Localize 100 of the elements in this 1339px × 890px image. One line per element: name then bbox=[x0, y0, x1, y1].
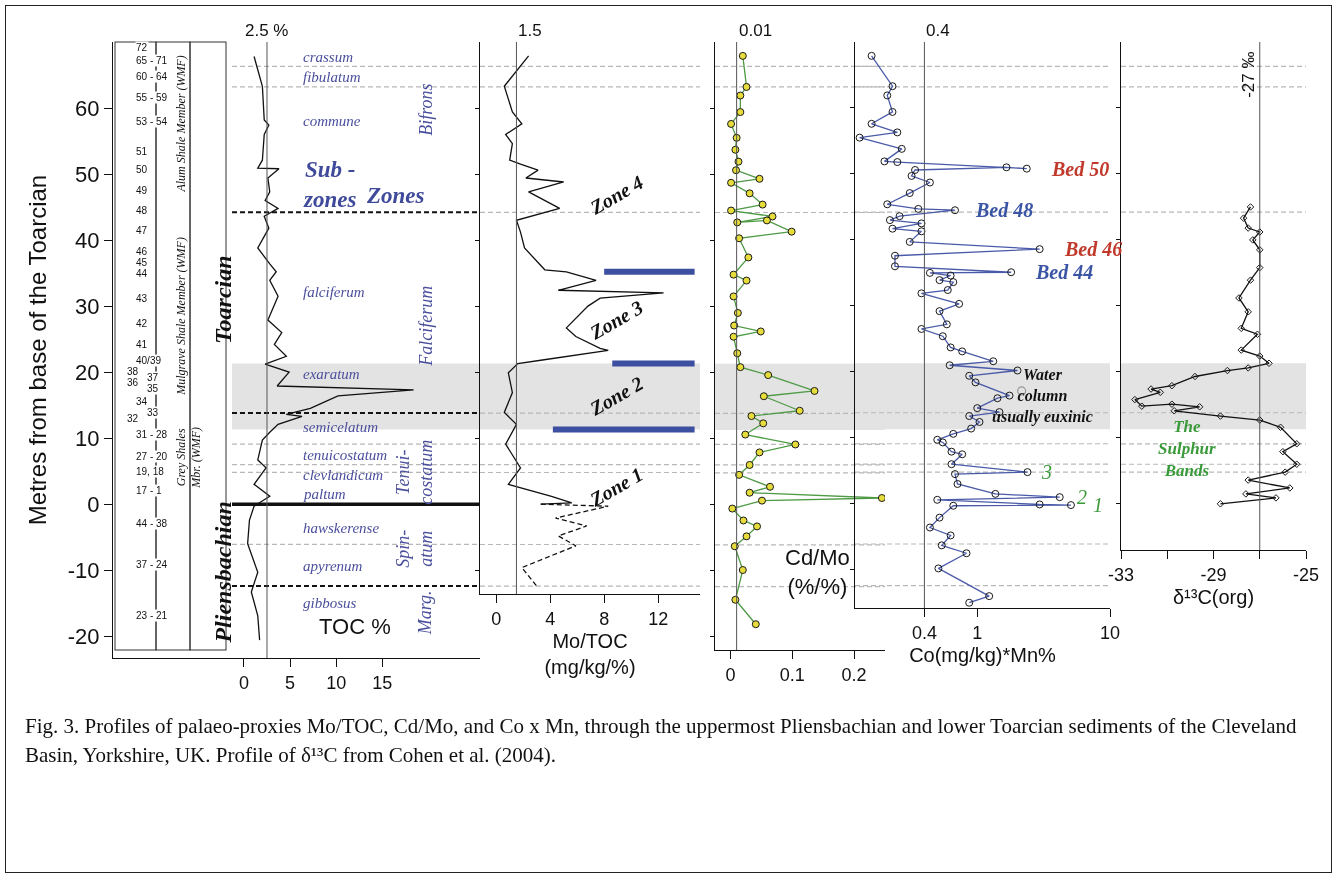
annotation: 37 bbox=[147, 372, 159, 383]
annotation: 47 bbox=[136, 225, 148, 236]
y-tick-label: 10 bbox=[75, 425, 100, 451]
annotation: Grey Shales Mbr. (WMF) bbox=[173, 427, 204, 489]
x-tick-label: -29 bbox=[1200, 564, 1227, 585]
annotation: 3 bbox=[1041, 461, 1052, 483]
x-tick-label: 0 bbox=[238, 672, 249, 693]
x-axis-title: Co(mg/kg)*Mn% bbox=[909, 644, 1057, 667]
x-tick-label: 0 bbox=[491, 608, 502, 629]
x-tick-label: 15 bbox=[372, 672, 393, 693]
y-axis-title: Metres from base of the Toarcian bbox=[23, 174, 51, 526]
y-tick-label: 30 bbox=[75, 293, 100, 319]
annotation: 33 bbox=[147, 407, 159, 418]
annotation: 17 - 1 bbox=[136, 485, 163, 496]
annotation: 60 - 64 bbox=[136, 71, 168, 82]
annotation: falciferum bbox=[303, 284, 365, 300]
annotation: 53 - 54 bbox=[136, 116, 168, 127]
annotation: Zones bbox=[366, 183, 425, 208]
annotation: Zone 1 bbox=[585, 462, 647, 512]
annotation: clevlandicum bbox=[303, 467, 384, 483]
annotation: Alum Shale Member (WMF) bbox=[173, 55, 188, 193]
annotation: Zone 3 bbox=[585, 295, 647, 345]
annotation: 49 bbox=[136, 185, 148, 196]
annotation: commune bbox=[303, 113, 361, 129]
y-tick-label: 50 bbox=[75, 161, 100, 187]
x-axis-title: Mo/TOC (mg/kg/%) bbox=[544, 630, 636, 679]
annotation: 34 bbox=[136, 396, 148, 407]
annotation: crassum bbox=[303, 49, 354, 65]
annotation: 44 - 38 bbox=[136, 518, 168, 529]
annotation: 23 - 21 bbox=[136, 610, 168, 621]
annotation: 72 bbox=[136, 42, 148, 53]
ref-line-label: 1.5 bbox=[518, 21, 542, 40]
annotation: 27 - 20 bbox=[136, 451, 168, 462]
annotation: tenuicostatum bbox=[303, 447, 388, 463]
annotation: 51 bbox=[136, 146, 148, 157]
annotation: 43 bbox=[136, 293, 148, 304]
annotation: 50 bbox=[136, 164, 148, 175]
y-tick-label: 40 bbox=[75, 227, 100, 253]
annotation: Zone 2 bbox=[585, 371, 647, 421]
x-tick-label: 5 bbox=[285, 672, 296, 693]
annotation: 2 bbox=[1077, 486, 1087, 508]
annotation: 40/39 bbox=[136, 355, 162, 366]
annotation: Spin- atum bbox=[392, 529, 437, 568]
annotation: Water column usually euxinic bbox=[992, 366, 1093, 426]
annotation: Bifrons bbox=[415, 83, 436, 136]
annotation: Bed 48 bbox=[975, 199, 1034, 221]
annotation: hawskerense bbox=[303, 520, 380, 536]
y-tick-label: -20 bbox=[67, 623, 100, 649]
annotation: 48 bbox=[136, 205, 148, 216]
annotation: 36 bbox=[127, 377, 139, 388]
annotation: 37 - 24 bbox=[136, 559, 168, 570]
annotation: Sub - zones bbox=[303, 157, 357, 212]
ref-line-label: -27 ‰ bbox=[1238, 51, 1258, 98]
y-tick-label: -10 bbox=[67, 557, 100, 583]
ref-line-label: 0.4 bbox=[926, 21, 950, 40]
y-tick-label: 20 bbox=[75, 359, 100, 385]
annotation: Bed 44 bbox=[1035, 261, 1094, 283]
x-tick-label: -33 bbox=[1107, 564, 1135, 585]
ref-line-label: 0.01 bbox=[739, 21, 773, 40]
x-tick-label: 0.1 bbox=[779, 664, 805, 685]
annotation: 45 bbox=[136, 257, 148, 268]
x-tick-label: 1 bbox=[972, 622, 983, 643]
x-tick-label: 0.2 bbox=[841, 664, 867, 685]
annotation: 32 bbox=[127, 413, 139, 424]
annotation: The Sulphur Bands bbox=[1158, 417, 1217, 481]
x-tick-label: 10 bbox=[1099, 622, 1121, 643]
annotation: Zone 4 bbox=[585, 170, 647, 219]
annotation: 44 bbox=[136, 268, 148, 279]
caption: Fig. 3. Profiles of palaeo-proxies Mo/TOC, Cd/Mo, and Co x Mn, through the uppermost Pliensbachian and lower Toarcian sediments of the Cleveland Basin, Yorkshire, UK. Profile of δ¹³C from Cohen et al. (2004). bbox=[25, 713, 1298, 769]
annotation: semicelatum bbox=[303, 419, 379, 435]
annotation: fibulatum bbox=[303, 69, 361, 85]
annotation: Toarcian bbox=[209, 255, 236, 344]
annotation: paltum bbox=[303, 486, 346, 502]
x-axis-title: Cd/Mo (%/%) bbox=[785, 545, 850, 599]
annotation: 46 bbox=[136, 246, 148, 257]
x-tick-label: 4 bbox=[545, 608, 556, 629]
annotation: 65 - 71 bbox=[136, 55, 168, 66]
annotation: 31 - 28 bbox=[136, 429, 168, 440]
annotation: gibbosus bbox=[303, 595, 357, 611]
x-tick-label: 8 bbox=[599, 608, 610, 629]
x-axis-title: TOC % bbox=[319, 614, 391, 639]
annotation: 42 bbox=[136, 318, 148, 329]
x-tick-label: 0.4 bbox=[911, 622, 937, 643]
annotation: 55 - 59 bbox=[136, 92, 168, 103]
ref-line-label: 2.5 % bbox=[245, 21, 289, 40]
annotation: 41 bbox=[136, 339, 148, 350]
annotation: 35 bbox=[147, 383, 159, 394]
y-tick-label: 60 bbox=[75, 95, 100, 121]
annotation: Falciferum bbox=[415, 285, 436, 367]
x-axis-title: δ¹³C(org) bbox=[1172, 586, 1255, 609]
annotation: Marg. bbox=[415, 590, 436, 636]
annotation: Pliensbachian bbox=[210, 501, 237, 644]
x-tick-label: -25 bbox=[1292, 564, 1320, 585]
annotation: Mulgrave Shale Member (WMF) bbox=[173, 237, 188, 396]
annotation: Bed 50 bbox=[1051, 158, 1110, 180]
annotation: apyrenum bbox=[303, 558, 363, 574]
annotation: exaratum bbox=[303, 366, 360, 382]
annotation: 19, 18 bbox=[136, 466, 165, 477]
x-tick-label: 10 bbox=[326, 672, 347, 693]
annotation: 1 bbox=[1093, 494, 1103, 516]
